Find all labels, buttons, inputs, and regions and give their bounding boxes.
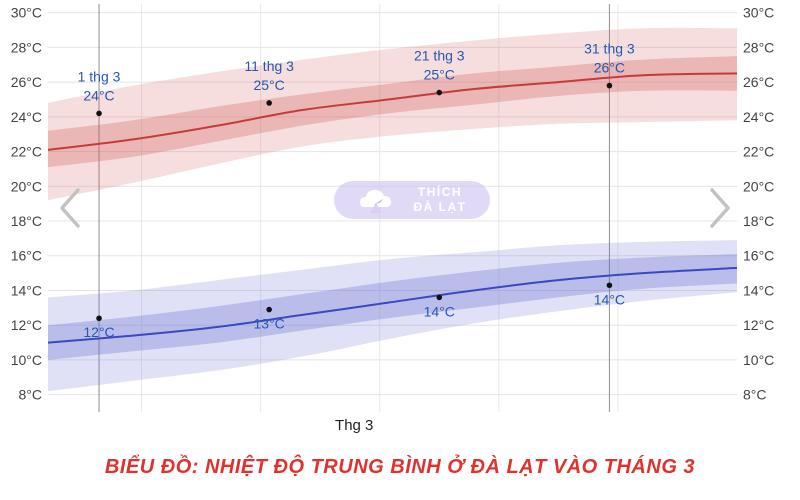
- high-mean-line: [47, 72, 738, 151]
- y-tick-label-left: 18°C: [11, 213, 42, 229]
- high-inner-band: [48, 56, 737, 168]
- y-tick-label-left: 26°C: [11, 74, 42, 90]
- logo-icon: [360, 190, 391, 213]
- high-outer-band: [48, 27, 737, 201]
- y-tick-label-right: 8°C: [743, 387, 767, 403]
- low-point: [436, 294, 443, 301]
- next-button[interactable]: [704, 186, 734, 230]
- annotation-low-value: 14°C: [424, 303, 455, 319]
- annotation-high-value: 26°C: [594, 60, 625, 76]
- y-tick-label-right: 16°C: [743, 248, 774, 264]
- y-tick-label-right: 26°C: [743, 74, 774, 90]
- y-tick-label-left: 24°C: [11, 109, 42, 125]
- low-point: [606, 282, 613, 289]
- y-tick-label-right: 20°C: [743, 178, 774, 194]
- logo-line-2: ĐÀ LẠT: [413, 200, 467, 214]
- previous-button[interactable]: [56, 186, 86, 230]
- annotation-date: 21 thg 3: [414, 48, 465, 64]
- annotation-high-value: 24°C: [83, 87, 114, 103]
- low-point: [266, 306, 272, 313]
- x-category-label: Thg 3: [335, 417, 373, 434]
- annotation-date: 31 thg 3: [584, 41, 635, 57]
- annotation-low-value: 14°C: [594, 291, 625, 307]
- high-point: [266, 100, 272, 106]
- annotation-high-value: 25°C: [424, 67, 455, 83]
- annotation-low-value: 13°C: [254, 316, 285, 332]
- logo-text: THÍCH ĐÀ LẠT: [400, 185, 480, 215]
- y-tick-label-right: 18°C: [743, 213, 774, 229]
- annotation-high-value: 25°C: [254, 77, 285, 93]
- y-tick-label-left: 10°C: [11, 352, 42, 368]
- temperature-chart: 8°C 8°C 10°C 10°C 12°C 12°C 14°C 14°C 16°C 16°C 18…: [11, 4, 774, 434]
- low-point: [96, 315, 102, 322]
- y-tick-label-right: 12°C: [743, 317, 774, 333]
- y-tick-label-right: 30°C: [743, 5, 774, 21]
- y-tick-label-right: 10°C: [743, 352, 774, 368]
- y-tick-label-left: 22°C: [11, 144, 42, 160]
- y-tick-label-left: 12°C: [11, 317, 42, 333]
- y-tick-label-left: 20°C: [11, 178, 42, 194]
- annotation-date: 11 thg 3: [244, 58, 294, 74]
- y-tick-label-right: 22°C: [743, 144, 774, 160]
- y-tick-label-left: 16°C: [11, 248, 42, 264]
- y-tick-label-right: 24°C: [743, 109, 774, 125]
- low-outer-band: [48, 240, 737, 392]
- logo-line-1: THÍCH: [417, 185, 463, 199]
- annotation-date: 1 thg 3: [78, 68, 121, 84]
- high-point: [606, 82, 613, 89]
- y-tick-label-right: 28°C: [743, 39, 774, 55]
- chevron-right-icon: [710, 188, 730, 228]
- chevron-left-icon: [60, 188, 80, 228]
- annotation-low-value: 12°C: [83, 324, 114, 340]
- high-point: [436, 89, 443, 96]
- thich-da-lat-logo: THÍCH ĐÀ LẠT: [334, 181, 490, 219]
- high-point: [96, 110, 102, 117]
- y-tick-label-left: 30°C: [11, 5, 42, 21]
- low-mean-line: [47, 266, 738, 344]
- y-tick-label-left: 14°C: [11, 282, 42, 298]
- y-tick-label-left: 8°C: [19, 387, 43, 403]
- low-inner-band: [48, 254, 737, 360]
- y-tick-label-right: 14°C: [743, 282, 774, 298]
- chart-caption: BIỂU ĐỒ: NHIỆT ĐỘ TRUNG BÌNH Ở ĐÀ LẠT VÀ…: [104, 456, 696, 478]
- y-tick-label-left: 28°C: [11, 39, 42, 55]
